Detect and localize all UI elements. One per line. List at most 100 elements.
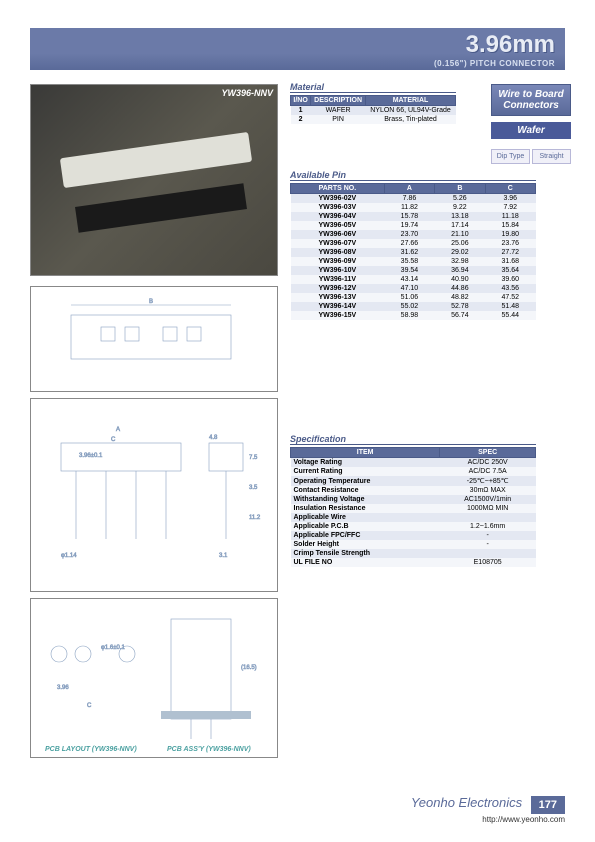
table-cell: 7.92 xyxy=(485,203,535,212)
svg-text:7.5: 7.5 xyxy=(249,455,258,461)
table-cell: Voltage Rating xyxy=(291,458,440,468)
table-header: DESCRIPTION xyxy=(311,96,366,106)
svg-text:11.2: 11.2 xyxy=(249,515,261,521)
table-cell: AC/DC 250V xyxy=(440,458,536,468)
table-header: B xyxy=(435,184,485,194)
svg-text:3.96±0.1: 3.96±0.1 xyxy=(79,453,103,459)
table-cell: Applicable FPC/FFC xyxy=(291,531,440,540)
table-cell: 51.06 xyxy=(384,293,434,302)
tag-straight: Straight xyxy=(532,149,571,164)
tag-line: Connectors xyxy=(494,100,568,111)
table-cell: - xyxy=(440,540,536,549)
table-cell: YW396-07V xyxy=(291,239,385,248)
table-cell: 11.82 xyxy=(384,203,434,212)
table-cell: 2 xyxy=(291,115,311,124)
table-cell: 5.26 xyxy=(435,194,485,204)
table-cell: AC1500V/1min xyxy=(440,495,536,504)
table-cell: 25.06 xyxy=(435,239,485,248)
table-cell: 11.18 xyxy=(485,212,535,221)
table-row: YW396-11V43.1440.9039.60 xyxy=(291,275,536,284)
table-cell: 1000MΩ MIN xyxy=(440,504,536,513)
table-cell: Current Rating xyxy=(291,467,440,476)
table-cell: E108705 xyxy=(440,558,536,567)
svg-text:C: C xyxy=(111,437,116,443)
table-cell: 40.90 xyxy=(435,275,485,284)
page-number: 177 xyxy=(531,796,565,814)
svg-text:A: A xyxy=(116,427,120,433)
table-cell: Withstanding Voltage xyxy=(291,495,440,504)
table-cell: 9.22 xyxy=(435,203,485,212)
table-cell: NYLON 66, UL94V-Grade xyxy=(366,106,456,116)
table-cell: Applicable Wire xyxy=(291,513,440,522)
table-header: ITEM xyxy=(291,448,440,458)
table-cell: 39.54 xyxy=(384,266,434,275)
table-header: C xyxy=(485,184,535,194)
table-cell: 23.70 xyxy=(384,230,434,239)
table-cell: Operating Temperature xyxy=(291,476,440,486)
table-cell: -25℃~+85℃ xyxy=(440,476,536,486)
svg-text:φ1.6±0.1: φ1.6±0.1 xyxy=(101,645,126,651)
table-row: Voltage RatingAC/DC 250V xyxy=(291,458,536,468)
table-row: UL FILE NOE108705 xyxy=(291,558,536,567)
tag-line: Wire to Board xyxy=(494,89,568,100)
table-cell: YW396-03V xyxy=(291,203,385,212)
table-row: YW396-04V15.7813.1811.18 xyxy=(291,212,536,221)
table-cell: PIN xyxy=(311,115,366,124)
footer-company: Yeonho Electronics xyxy=(411,795,522,810)
table-cell: YW396-09V xyxy=(291,257,385,266)
table-cell: 30mΩ MAX xyxy=(440,486,536,495)
table-row: YW396-08V31.6229.0227.72 xyxy=(291,248,536,257)
table-cell: 15.84 xyxy=(485,221,535,230)
table-row: Contact Resistance30mΩ MAX xyxy=(291,486,536,495)
table-cell: 32.98 xyxy=(435,257,485,266)
drawing-pcb-layout: 3.96 φ1.6±0.1 C (16.5) PCB LAYOUT (YW396… xyxy=(30,598,278,758)
table-cell: 21.10 xyxy=(435,230,485,239)
table-cell: Contact Resistance xyxy=(291,486,440,495)
table-cell: 1 xyxy=(291,106,311,116)
table-cell: 27.66 xyxy=(384,239,434,248)
table-row: YW396-12V47.1044.8643.56 xyxy=(291,284,536,293)
table-row: Applicable FPC/FFC- xyxy=(291,531,536,540)
table-cell: 55.02 xyxy=(384,302,434,311)
table-cell: YW396-15V xyxy=(291,311,385,320)
table-cell: 1.2~1.6mm xyxy=(440,522,536,531)
table-row: YW396-05V19.7417.1415.84 xyxy=(291,221,536,230)
svg-text:3.1: 3.1 xyxy=(219,553,228,559)
table-cell: 51.48 xyxy=(485,302,535,311)
specification-title: Specification xyxy=(290,434,536,445)
table-row: YW396-13V51.0648.8247.52 xyxy=(291,293,536,302)
table-row: 2PINBrass, Tin-plated xyxy=(291,115,456,124)
table-cell: AC/DC 7.5A xyxy=(440,467,536,476)
table-cell: 23.76 xyxy=(485,239,535,248)
header-title: 3.96mm xyxy=(40,31,555,59)
product-photo: YW396-NNV xyxy=(30,84,278,276)
table-cell: YW396-04V xyxy=(291,212,385,221)
material-section: Material I/NODESCRIPTIONMATERIAL 1WAFERN… xyxy=(290,82,456,124)
table-cell: 7.86 xyxy=(384,194,434,204)
svg-text:B: B xyxy=(149,299,153,305)
material-title: Material xyxy=(290,82,456,93)
table-row: Withstanding VoltageAC1500V/1min xyxy=(291,495,536,504)
table-row: YW396-14V55.0252.7851.48 xyxy=(291,302,536,311)
table-cell: 29.02 xyxy=(435,248,485,257)
table-cell: YW396-11V xyxy=(291,275,385,284)
table-cell: - xyxy=(440,531,536,540)
table-cell: 52.78 xyxy=(435,302,485,311)
table-row: Applicable P.C.B1.2~1.6mm xyxy=(291,522,536,531)
table-row: YW396-09V35.5832.9831.68 xyxy=(291,257,536,266)
table-header: I/NO xyxy=(291,96,311,106)
table-row: Crimp Tensile Strength xyxy=(291,549,536,558)
table-cell: 47.52 xyxy=(485,293,535,302)
table-cell: 36.94 xyxy=(435,266,485,275)
specification-section: Specification ITEMSPEC Voltage RatingAC/… xyxy=(290,434,536,567)
table-cell: 35.58 xyxy=(384,257,434,266)
table-cell: 31.62 xyxy=(384,248,434,257)
table-cell: 31.68 xyxy=(485,257,535,266)
table-cell: 3.96 xyxy=(485,194,535,204)
connector-shape xyxy=(75,183,247,232)
drawing-top-view: B xyxy=(30,286,278,392)
table-cell: UL FILE NO xyxy=(291,558,440,567)
pcb-layout-label: PCB LAYOUT (YW396-NNV) xyxy=(45,746,137,753)
table-row: YW396-10V39.5436.9435.64 xyxy=(291,266,536,275)
svg-text:φ1.14: φ1.14 xyxy=(61,553,77,559)
